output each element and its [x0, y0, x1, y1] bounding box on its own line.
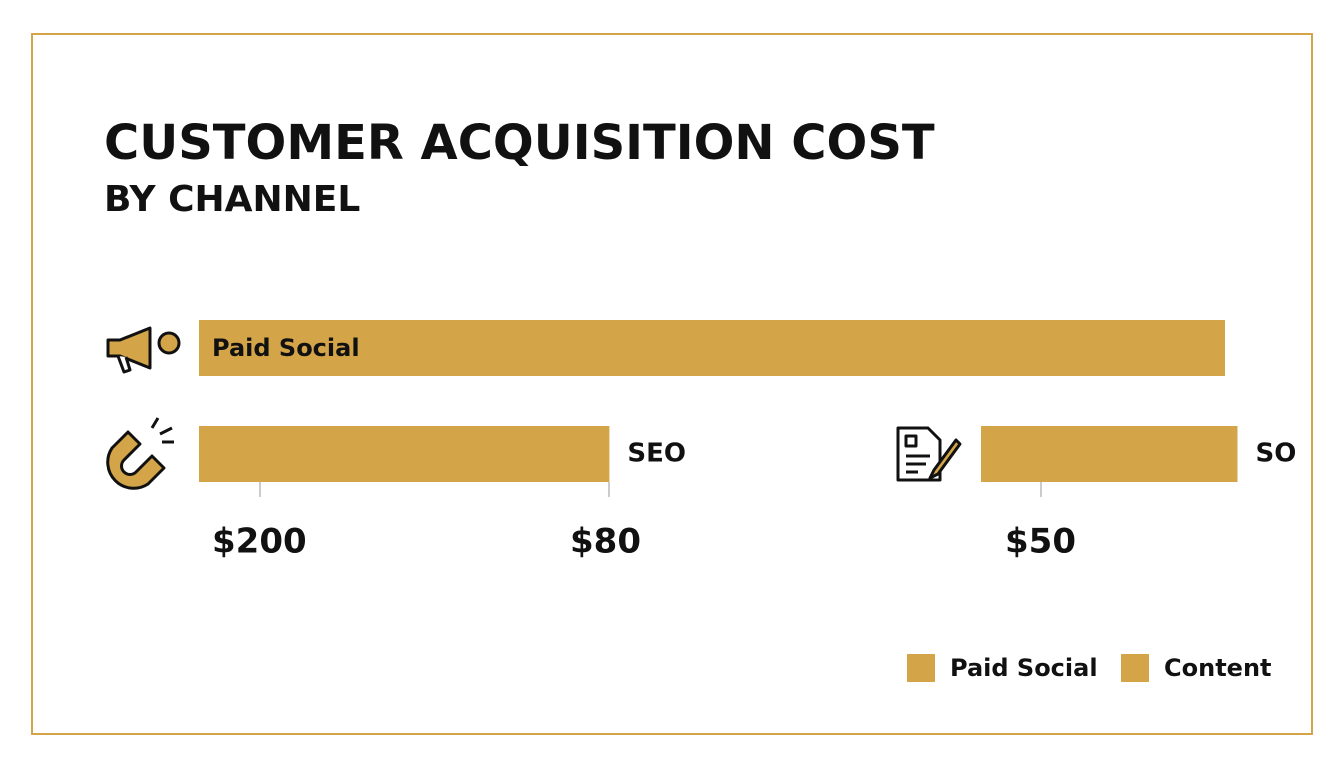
tick-decor	[259, 482, 1042, 497]
value-label: $50	[1005, 522, 1076, 562]
chart-title: CUSTOMER ACQUISITION COST	[104, 115, 935, 171]
bar	[199, 426, 610, 482]
frame	[31, 33, 1313, 735]
category-label: Paid Social	[212, 334, 360, 362]
megaphone-icon	[106, 326, 181, 374]
legend-swatch	[1121, 654, 1149, 682]
document-icon	[896, 426, 962, 482]
bar	[981, 426, 1238, 482]
value-label: $80	[570, 522, 641, 562]
magnet-icon	[106, 417, 174, 490]
legend-swatch	[907, 654, 935, 682]
legend-label: Content	[1164, 654, 1272, 682]
category-label: SEO	[627, 439, 686, 469]
value-label: $200	[212, 522, 307, 562]
bar	[199, 320, 1225, 376]
chart-subtitle: BY CHANNEL	[104, 179, 360, 220]
category-label: SO	[1256, 439, 1297, 469]
legend-label: Paid Social	[950, 654, 1098, 682]
